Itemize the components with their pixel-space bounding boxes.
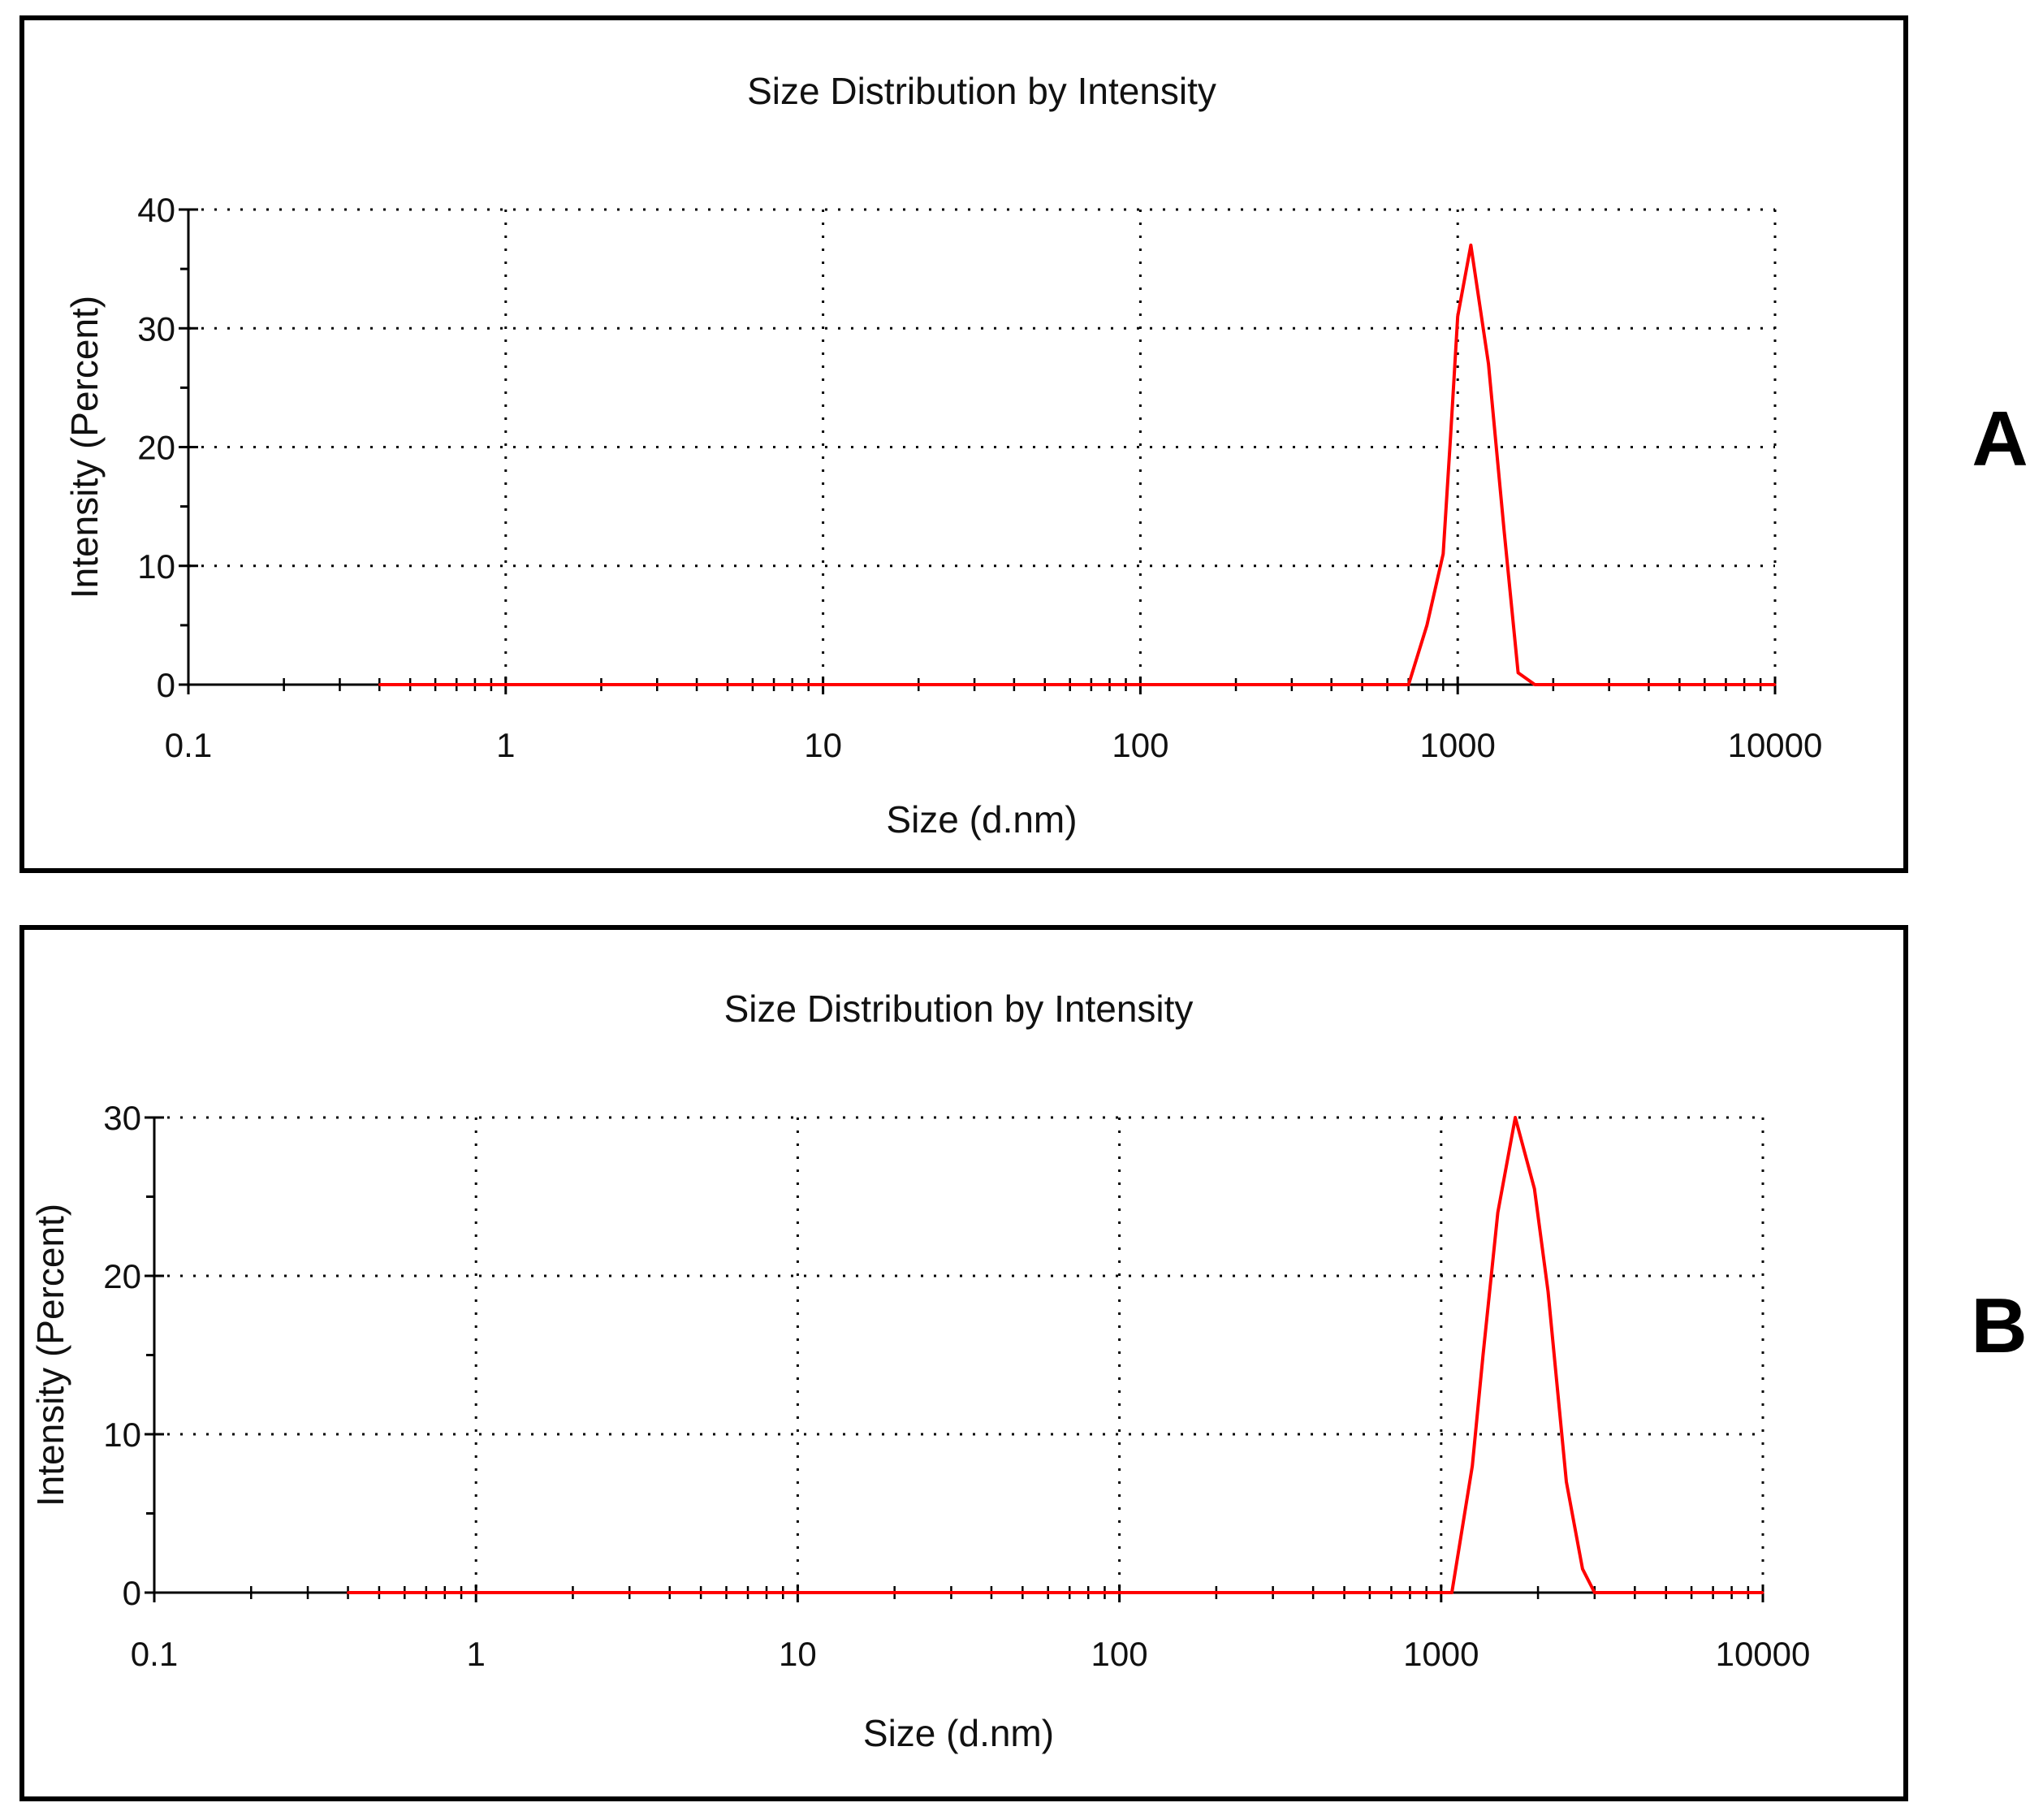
x-tick-label: 1000 bbox=[1419, 726, 1495, 764]
data-point bbox=[1425, 624, 1428, 627]
y-tick-label: 0 bbox=[157, 666, 175, 704]
x-tick-label: 100 bbox=[1112, 726, 1168, 764]
data-point bbox=[1456, 315, 1459, 318]
x-tick-label: 10 bbox=[779, 1635, 817, 1673]
data-point bbox=[1773, 683, 1777, 686]
chart-title: Size Distribution by Intensity bbox=[724, 988, 1194, 1030]
data-point bbox=[1450, 1591, 1453, 1594]
x-tick-label: 1000 bbox=[1403, 1635, 1479, 1673]
x-tick-label: 0.1 bbox=[131, 1635, 178, 1673]
data-point bbox=[1547, 1290, 1550, 1293]
data-point bbox=[1565, 1481, 1568, 1483]
panel-label: A bbox=[1972, 396, 2028, 482]
data-point bbox=[1407, 683, 1410, 686]
data-point bbox=[1581, 1567, 1584, 1571]
chart-a: Size Distribution by Intensity 0 10 20 30 40 0… bbox=[19, 15, 2028, 873]
data-point bbox=[1593, 1591, 1596, 1594]
y-tick-label: 20 bbox=[137, 429, 175, 467]
x-axis-label: Size (d.nm) bbox=[886, 798, 1077, 841]
data-point bbox=[1441, 552, 1445, 556]
chart-frame bbox=[19, 15, 1908, 873]
y-tick-label: 10 bbox=[103, 1416, 141, 1454]
data-point bbox=[1487, 362, 1490, 365]
x-tick-label: 0.1 bbox=[165, 726, 212, 764]
data-point bbox=[1481, 1354, 1484, 1356]
data-point bbox=[1469, 244, 1472, 247]
gridlines bbox=[188, 208, 1777, 685]
gridlines bbox=[154, 1116, 1764, 1593]
x-tick-label: 100 bbox=[1091, 1635, 1148, 1673]
chart-frame bbox=[19, 925, 1908, 1801]
x-tick-label: 10000 bbox=[1716, 1635, 1811, 1673]
x-tick-label: 1 bbox=[467, 1635, 486, 1673]
data-point bbox=[1497, 1211, 1500, 1214]
y-axis-label: Intensity (Percent) bbox=[29, 1204, 71, 1507]
panel-label: B bbox=[1971, 1282, 2027, 1369]
y-axis-label: Intensity (Percent) bbox=[63, 296, 106, 599]
data-point bbox=[1552, 683, 1555, 686]
data-point bbox=[1761, 1591, 1764, 1594]
chart-b: Size Distribution by Intensity 0 10 20 30 0.1… bbox=[19, 925, 2028, 1801]
data-point bbox=[1471, 1464, 1474, 1468]
data-point bbox=[1502, 529, 1505, 532]
chart-title: Size Distribution by Intensity bbox=[747, 70, 1216, 112]
data-point bbox=[347, 1591, 350, 1594]
data-point bbox=[1533, 683, 1536, 686]
data-point bbox=[1514, 1116, 1517, 1119]
x-tick-label: 10000 bbox=[1728, 726, 1823, 764]
x-tick-label: 1 bbox=[496, 726, 515, 764]
data-point bbox=[1449, 434, 1452, 437]
y-tick-label: 10 bbox=[137, 547, 175, 586]
data-point bbox=[1533, 1187, 1536, 1191]
y-tick-label: 30 bbox=[103, 1099, 141, 1137]
x-axis-label: Size (d.nm) bbox=[863, 1712, 1054, 1754]
series-line bbox=[348, 1116, 1763, 1594]
x-tick-label: 10 bbox=[804, 726, 842, 764]
series-line bbox=[379, 243, 1775, 686]
y-tick-label: 20 bbox=[103, 1257, 141, 1295]
y-tick-label: 30 bbox=[137, 309, 175, 348]
y-tick-label: 40 bbox=[137, 191, 175, 229]
y-tick-label: 0 bbox=[123, 1574, 141, 1612]
data-point bbox=[378, 683, 381, 686]
data-point bbox=[1517, 671, 1520, 674]
